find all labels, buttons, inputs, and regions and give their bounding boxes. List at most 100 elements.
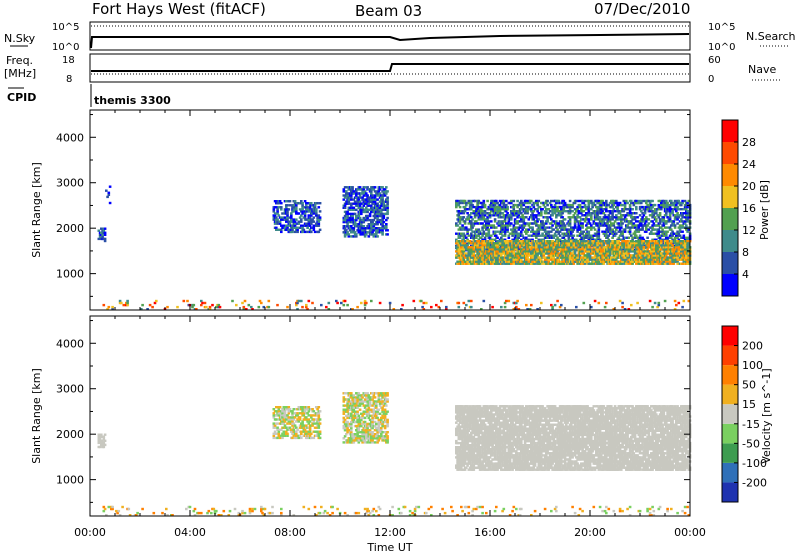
data-cell — [481, 226, 484, 228]
data-cell — [381, 213, 384, 215]
data-cell — [354, 231, 357, 233]
nsky-panel: N.Sky 10^5 10^0 10^5 10^0 N.Search — [4, 22, 796, 53]
data-cell — [556, 300, 559, 302]
data-cell — [678, 246, 681, 248]
data-cell — [653, 256, 656, 258]
data-cell — [343, 219, 346, 221]
data-cell — [374, 190, 377, 192]
data-cell — [629, 204, 632, 206]
data-cell — [316, 202, 319, 204]
data-cell — [639, 214, 642, 216]
data-cell — [583, 235, 586, 237]
data-cell — [273, 208, 276, 210]
data-cell — [353, 207, 356, 209]
data-cell — [374, 186, 377, 188]
data-cell — [366, 194, 369, 196]
data-cell — [300, 300, 303, 302]
data-cell — [681, 306, 684, 308]
data-cell — [685, 224, 688, 226]
nave-tick-low: 0 — [708, 74, 714, 85]
data-cell — [540, 302, 543, 304]
data-cell — [533, 204, 536, 206]
data-cell — [318, 221, 321, 223]
data-cell — [538, 200, 541, 202]
data-cell — [595, 206, 598, 208]
data-cell — [605, 208, 608, 210]
data-cell — [503, 200, 506, 202]
data-cell — [534, 208, 537, 210]
data-cell — [386, 233, 389, 235]
data-cell — [654, 228, 657, 230]
data-cell — [604, 306, 607, 308]
data-cell — [514, 204, 517, 206]
data-cell — [558, 214, 561, 216]
data-cell — [645, 226, 648, 228]
data-cell — [590, 218, 593, 220]
data-cell — [471, 218, 474, 220]
data-cell — [336, 302, 339, 304]
data-cell — [458, 302, 461, 304]
data-cell — [535, 237, 538, 239]
data-cell — [648, 244, 651, 246]
data-cell — [573, 235, 576, 237]
data-cell — [468, 235, 471, 237]
data-cell — [376, 203, 379, 205]
data-cell — [633, 204, 636, 206]
data-cell — [505, 300, 508, 302]
data-cell — [515, 226, 518, 228]
data-cell — [506, 212, 509, 214]
data-cell — [193, 304, 196, 306]
data-cell — [478, 228, 481, 230]
data-cell — [680, 226, 683, 228]
data-cell — [386, 211, 389, 213]
data-cell — [546, 200, 549, 202]
data-cell — [500, 216, 503, 218]
data-cell — [641, 212, 644, 214]
freq-label-line1: Freq. — [6, 54, 33, 67]
data-cell — [614, 240, 617, 242]
data-cell — [151, 306, 154, 308]
data-cell — [464, 240, 467, 242]
data-cell — [470, 200, 473, 202]
data-cell — [364, 186, 367, 188]
data-cell — [644, 250, 647, 252]
nave-tick-high: 60 — [708, 55, 721, 66]
nsky-trace-solid — [91, 34, 689, 48]
y-tick-label: 1000 — [56, 268, 84, 281]
data-cell — [268, 300, 271, 302]
data-cell — [484, 214, 487, 216]
data-cell — [624, 204, 627, 206]
data-cell — [295, 218, 298, 220]
data-cell — [366, 211, 369, 213]
data-cell — [313, 225, 316, 227]
data-cell — [500, 208, 503, 210]
data-cell — [571, 210, 574, 212]
data-cell — [576, 235, 579, 237]
data-cell — [319, 229, 322, 231]
data-cell — [646, 237, 649, 239]
data-cell — [479, 214, 482, 216]
data-cell — [564, 224, 567, 226]
data-cell — [291, 231, 294, 233]
data-cell — [421, 306, 424, 308]
data-cell — [490, 224, 493, 226]
data-cell — [420, 300, 423, 302]
data-cell — [306, 227, 309, 229]
data-cell — [440, 300, 443, 302]
data-cell — [631, 240, 634, 242]
data-cell — [574, 222, 577, 224]
data-cell — [636, 216, 639, 218]
data-cell — [344, 300, 347, 302]
data-cell — [686, 231, 689, 233]
data-cell — [641, 206, 644, 208]
data-cell — [371, 194, 374, 196]
freq-panel: Freq. [MHz] 18 8 60 0 Nave — [4, 54, 780, 85]
data-cell — [306, 231, 309, 233]
data-cell — [523, 218, 526, 220]
data-cell — [386, 207, 389, 209]
data-cell — [659, 237, 662, 239]
data-cell — [568, 240, 571, 242]
data-cell — [538, 224, 541, 226]
data-cell — [466, 208, 469, 210]
data-cell — [555, 220, 558, 222]
